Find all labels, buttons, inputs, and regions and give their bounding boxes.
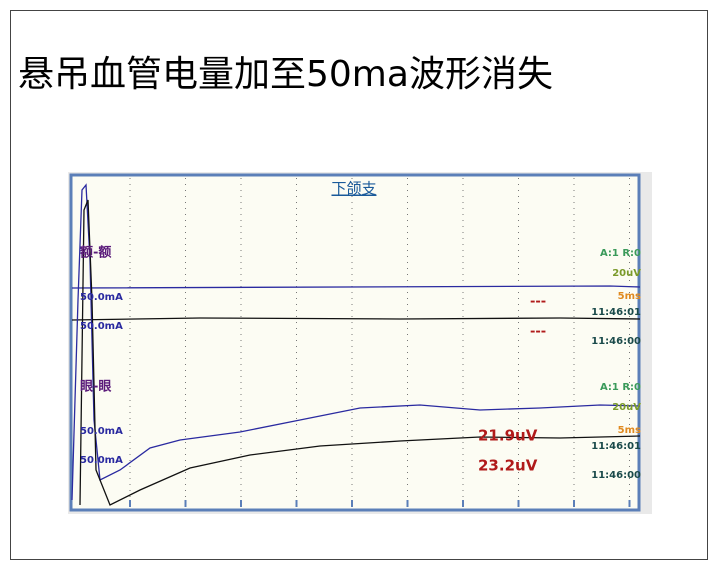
info-label: A:1 R:0 xyxy=(600,382,641,393)
info-label: 11:46:01 xyxy=(591,307,641,318)
info-label: 5ms xyxy=(618,291,641,302)
title: 悬吊血管电量加至50ma波形消失 xyxy=(18,54,553,95)
trace xyxy=(79,199,641,506)
channel-label: 眼-眼 xyxy=(80,380,112,395)
waveform-image: 下颌支 额-额 50.0mA 50.0mA A:1 R:0 20uV 5ms 11:46:0… xyxy=(68,172,652,514)
info-label: 20uV xyxy=(612,268,641,279)
channel-label: 额-额 xyxy=(80,245,111,261)
info-label: A:1 R:0 xyxy=(600,248,641,259)
trace xyxy=(71,285,641,289)
grid xyxy=(129,178,631,507)
info-label: 11:46:00 xyxy=(591,336,641,347)
channel-labels: 额-额 50.0mA 50.0mA A:1 R:0 20uV 5ms 11:46:01 11:… xyxy=(80,245,641,482)
amplitude-label: --- xyxy=(530,295,546,310)
stimulus-label: 50.0mA xyxy=(80,455,123,466)
nerve-label: 下颌支 xyxy=(331,180,376,198)
stimulus-label: 50.0mA xyxy=(80,292,123,303)
info-label: 11:46:00 xyxy=(591,470,641,481)
info-label: 20uV xyxy=(612,402,641,413)
trace xyxy=(71,317,641,321)
info-label: 5ms xyxy=(618,425,641,436)
stimulus-label: 50.0mA xyxy=(80,426,123,437)
info-label: 11:46:01 xyxy=(591,441,641,452)
panel xyxy=(69,173,641,512)
stimulus-label: 50.0mA xyxy=(80,321,123,332)
amplitude-label: 23.2uV xyxy=(478,457,538,475)
trace xyxy=(71,183,641,501)
amplitude-label: 21.9uV xyxy=(478,427,538,445)
amplitude-label: --- xyxy=(530,325,546,340)
